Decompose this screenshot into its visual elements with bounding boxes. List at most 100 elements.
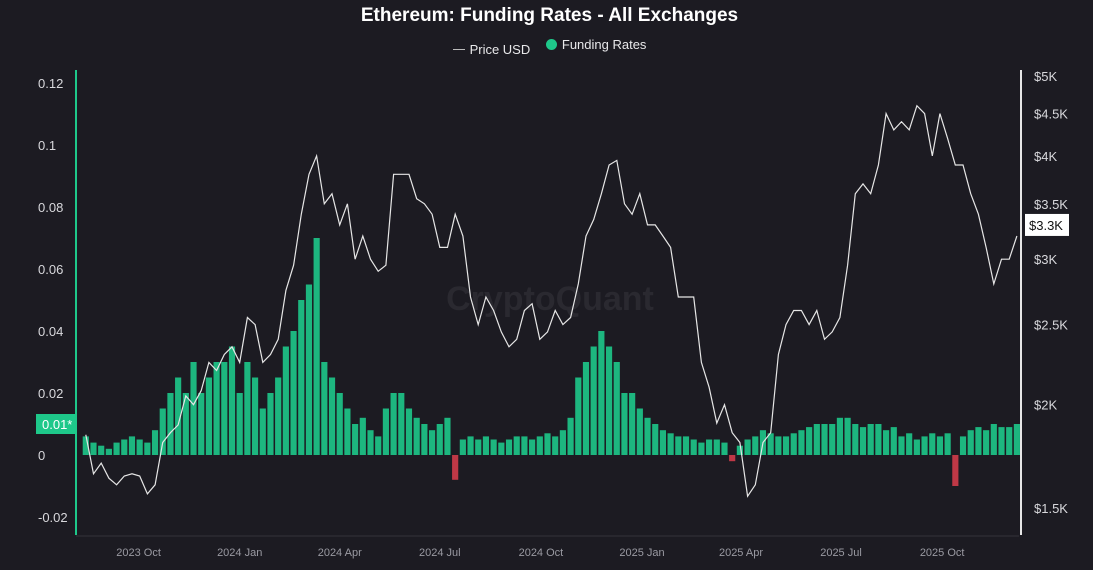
funding-bar — [352, 424, 359, 455]
funding-bar — [82, 436, 89, 455]
x-tick-label: 2025 Apr — [719, 547, 763, 559]
funding-bar — [536, 436, 543, 455]
legend-item-price[interactable]: Price USD — [452, 42, 531, 57]
funding-bar — [698, 442, 705, 455]
right-tick-label: $5K — [1034, 69, 1057, 84]
funding-bar — [213, 362, 220, 455]
funding-bar — [744, 439, 751, 455]
funding-bar — [552, 436, 559, 455]
funding-bar — [128, 436, 136, 455]
left-tick-label: 0.04 — [38, 324, 63, 339]
funding-bar — [413, 417, 420, 455]
funding-bar — [590, 346, 597, 455]
funding-bar — [382, 408, 389, 455]
funding-bar — [252, 377, 259, 455]
funding-bar — [852, 424, 859, 455]
funding-bar — [936, 436, 944, 455]
funding-bar — [228, 346, 236, 455]
x-tick-label: 2024 Oct — [519, 547, 564, 559]
funding-bar — [975, 427, 982, 455]
funding-bar — [921, 436, 928, 455]
legend-label-price: Price USD — [469, 42, 531, 57]
funding-bar — [290, 331, 297, 455]
left-tick-label: -0.02 — [38, 510, 68, 525]
funding-bar — [890, 427, 897, 455]
chart-title: Ethereum: Funding Rates - All Exchanges — [360, 5, 739, 26]
funding-bar — [159, 408, 166, 455]
funding-bar — [690, 439, 697, 455]
funding-bar — [475, 439, 482, 455]
x-tick-label: 2025 Jul — [820, 547, 862, 559]
funding-bar — [629, 393, 636, 455]
funding-bar — [467, 436, 474, 455]
funding-bar — [244, 362, 251, 455]
funding-bar — [336, 393, 343, 455]
funding-bar — [259, 408, 266, 455]
funding-bar — [136, 439, 143, 455]
funding-bar — [636, 408, 643, 455]
funding-bar — [490, 439, 497, 455]
right-tick-label: $3.5K — [1034, 197, 1068, 212]
funding-bar — [459, 439, 466, 455]
funding-bar — [428, 430, 436, 455]
funding-bar — [529, 439, 536, 455]
funding-bar — [182, 393, 189, 455]
funding-bar — [605, 346, 613, 455]
funding-bar — [121, 439, 128, 455]
left-tick-label: 0.02 — [38, 386, 63, 401]
funding-bar — [929, 433, 936, 455]
funding-bar — [405, 408, 413, 455]
funding-bar — [736, 445, 743, 455]
funding-bar — [767, 433, 774, 455]
funding-bar — [421, 424, 428, 455]
funding-bar — [105, 448, 112, 455]
funding-bar — [359, 417, 366, 455]
legend-item-funding[interactable]: Funding Rates — [545, 37, 647, 52]
funding-bar — [675, 436, 682, 455]
funding-bar — [505, 439, 513, 455]
funding-bar — [282, 346, 289, 455]
left-tick-label: 0.12 — [38, 76, 63, 91]
funding-bar — [151, 430, 159, 455]
funding-bar — [305, 284, 313, 455]
legend-label-funding: Funding Rates — [561, 37, 647, 52]
funding-bar — [567, 417, 574, 455]
funding-bar — [775, 436, 782, 455]
funding-bar — [859, 427, 867, 455]
funding-bar — [398, 393, 405, 455]
funding-bar — [344, 408, 351, 455]
funding-bar — [790, 433, 797, 455]
funding-bar — [798, 430, 805, 455]
right-tick-label: $2K — [1034, 398, 1057, 413]
funding-bar — [575, 377, 582, 455]
frame-edge — [1093, 0, 1099, 570]
price-line — [85, 104, 1018, 498]
right-tick-label: $3K — [1034, 252, 1057, 267]
funding-bar — [190, 362, 197, 455]
funding-bar — [98, 445, 105, 455]
funding-bar — [898, 436, 905, 455]
line-swatch-icon — [452, 49, 465, 50]
funding-bar — [482, 436, 490, 455]
funding-bar — [452, 455, 459, 480]
funding-bar — [90, 442, 97, 455]
funding-bar — [313, 238, 320, 455]
funding-bar — [990, 424, 997, 455]
funding-bar — [113, 442, 120, 455]
legend: Price USD Funding Rates — [0, 37, 1099, 57]
funding-bar — [328, 377, 336, 455]
funding-bar — [844, 417, 851, 455]
funding-bar — [267, 393, 274, 455]
funding-bar — [375, 436, 382, 455]
current-price-label: $3.3K — [1029, 218, 1063, 233]
x-tick-label: 2025 Oct — [920, 547, 965, 559]
funding-bar — [521, 436, 528, 455]
funding-bar — [444, 417, 451, 455]
funding-bar — [498, 442, 505, 455]
funding-bar — [275, 377, 282, 455]
funding-bar — [652, 424, 659, 455]
x-tick-label: 2024 Apr — [318, 547, 362, 559]
funding-bar — [706, 439, 713, 455]
funding-bar — [321, 362, 328, 455]
